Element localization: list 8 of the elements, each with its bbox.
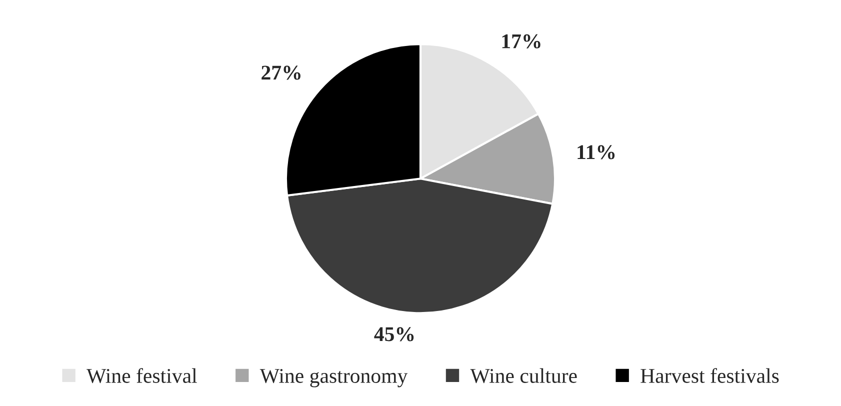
legend-label: Wine festival xyxy=(86,368,197,384)
data-label: 45% xyxy=(374,327,414,342)
data-label: 17% xyxy=(502,34,540,48)
legend-label: Harvest festivals xyxy=(640,368,779,383)
data-label: 27% xyxy=(262,66,300,80)
legend-label: Wine culture xyxy=(470,368,577,384)
data-label: 11% xyxy=(578,145,615,160)
legend-label: Wine gastronomy xyxy=(260,368,408,388)
